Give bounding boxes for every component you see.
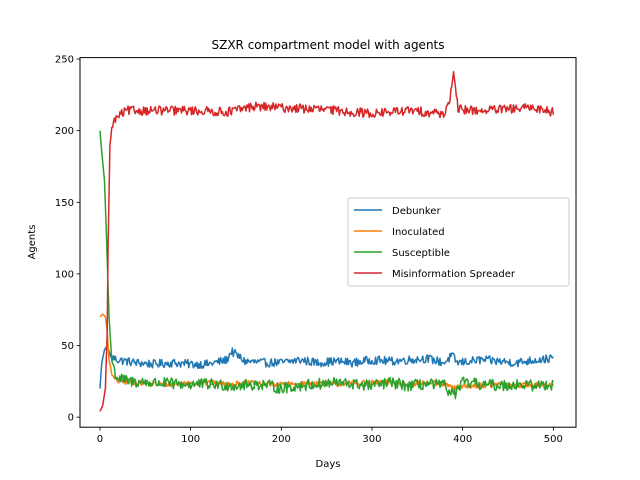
x-axis-ticks: 0 100 200 300 400 500 xyxy=(97,427,563,445)
x-tick-label: 500 xyxy=(544,434,563,445)
y-tick-label: 250 xyxy=(55,55,74,66)
y-tick-label: 0 xyxy=(68,413,74,424)
x-tick-label: 200 xyxy=(272,434,291,445)
y-tick-label: 150 xyxy=(55,198,74,209)
y-tick-label: 100 xyxy=(55,269,74,280)
x-tick-label: 0 xyxy=(97,434,103,445)
series-line-susceptible xyxy=(99,130,554,400)
y-tick-label: 200 xyxy=(55,126,74,137)
plot-frame xyxy=(79,57,577,428)
y-tick-label: 50 xyxy=(61,341,74,352)
x-tick-label: 300 xyxy=(362,434,381,445)
legend-label: Susceptible xyxy=(392,248,450,259)
legend-label: Inoculated xyxy=(392,227,445,238)
legend-label: Debunker xyxy=(392,206,441,217)
series-line-misinformation-spreader xyxy=(99,70,555,412)
plot-lines xyxy=(99,70,555,412)
series-line-debunker xyxy=(99,344,554,389)
legend: Debunker Inoculated Susceptible Misinformat… xyxy=(347,197,570,287)
x-tick-label: 400 xyxy=(453,434,472,445)
x-tick-label: 100 xyxy=(181,434,200,445)
y-axis-ticks: 0 50 100 150 200 250 xyxy=(55,55,80,424)
y-axis-label: Agents xyxy=(27,225,38,260)
legend-box xyxy=(347,197,570,287)
chart-title: SZXR compartment model with agents xyxy=(211,38,444,52)
legend-label: Misinformation Spreader xyxy=(392,269,516,280)
x-axis-label: Days xyxy=(316,459,341,470)
